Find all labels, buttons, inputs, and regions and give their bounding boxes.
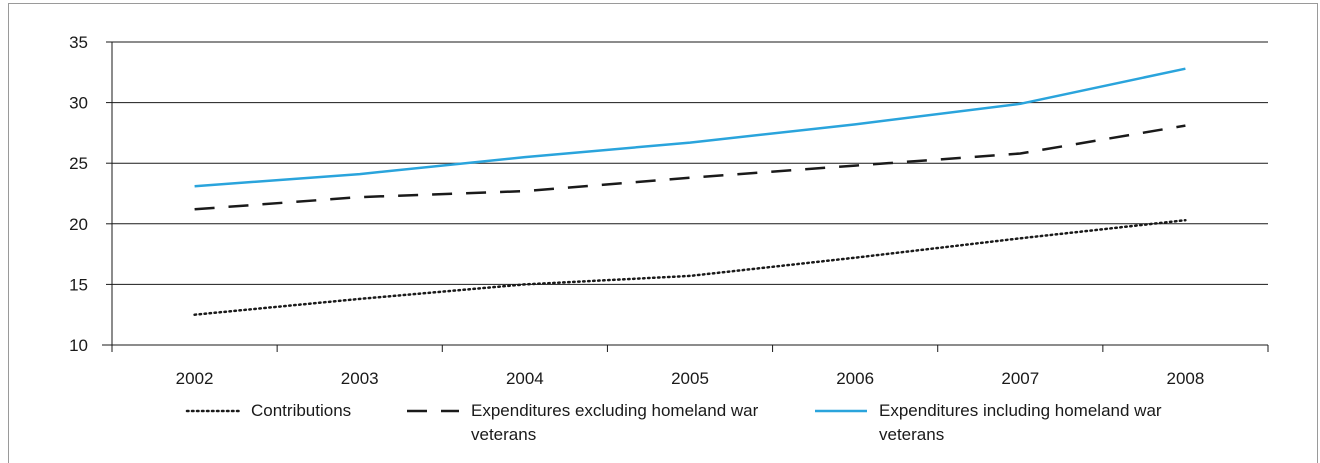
x-tick-label: 2007 — [1001, 369, 1039, 388]
legend-item-contributions: Contributions — [185, 399, 351, 423]
y-tick-label: 10 — [69, 336, 88, 355]
x-tick-label: 2008 — [1167, 369, 1205, 388]
x-tick-label: 2005 — [671, 369, 709, 388]
y-tick-label: 25 — [69, 154, 88, 173]
legend: Contributions Expenditures excluding hom… — [0, 399, 1320, 453]
x-tick-labels: 2002 2003 2004 2005 2006 2007 2008 — [176, 369, 1205, 388]
x-tick-label: 2002 — [176, 369, 214, 388]
y-tick-label: 15 — [69, 275, 88, 294]
legend-item-expenditures-including: Expenditures including homeland war vete… — [813, 399, 1233, 447]
legend-label: Expenditures including homeland war vete… — [879, 399, 1209, 447]
series-lines — [195, 69, 1186, 315]
legend-swatch-dashed — [405, 399, 461, 419]
legend-label: Expenditures excluding homeland war vete… — [471, 399, 801, 447]
legend-swatch-solid — [813, 399, 869, 419]
series-line-dashed — [195, 126, 1186, 210]
y-tick-label: 35 — [69, 33, 88, 52]
x-tick-label: 2003 — [341, 369, 379, 388]
x-tick-label: 2004 — [506, 369, 544, 388]
series-line-dotted — [195, 220, 1186, 315]
series-line-solid — [195, 69, 1186, 187]
legend-swatch-dotted — [185, 399, 241, 419]
legend-item-expenditures-excluding: Expenditures excluding homeland war vete… — [405, 399, 805, 447]
y-tick-labels: 10 15 20 25 30 35 — [69, 33, 88, 355]
y-tick-label: 30 — [69, 94, 88, 113]
y-tick-label: 20 — [69, 215, 88, 234]
x-tick-label: 2006 — [836, 369, 874, 388]
legend-label: Contributions — [251, 399, 351, 423]
gridlines — [112, 42, 1268, 284]
